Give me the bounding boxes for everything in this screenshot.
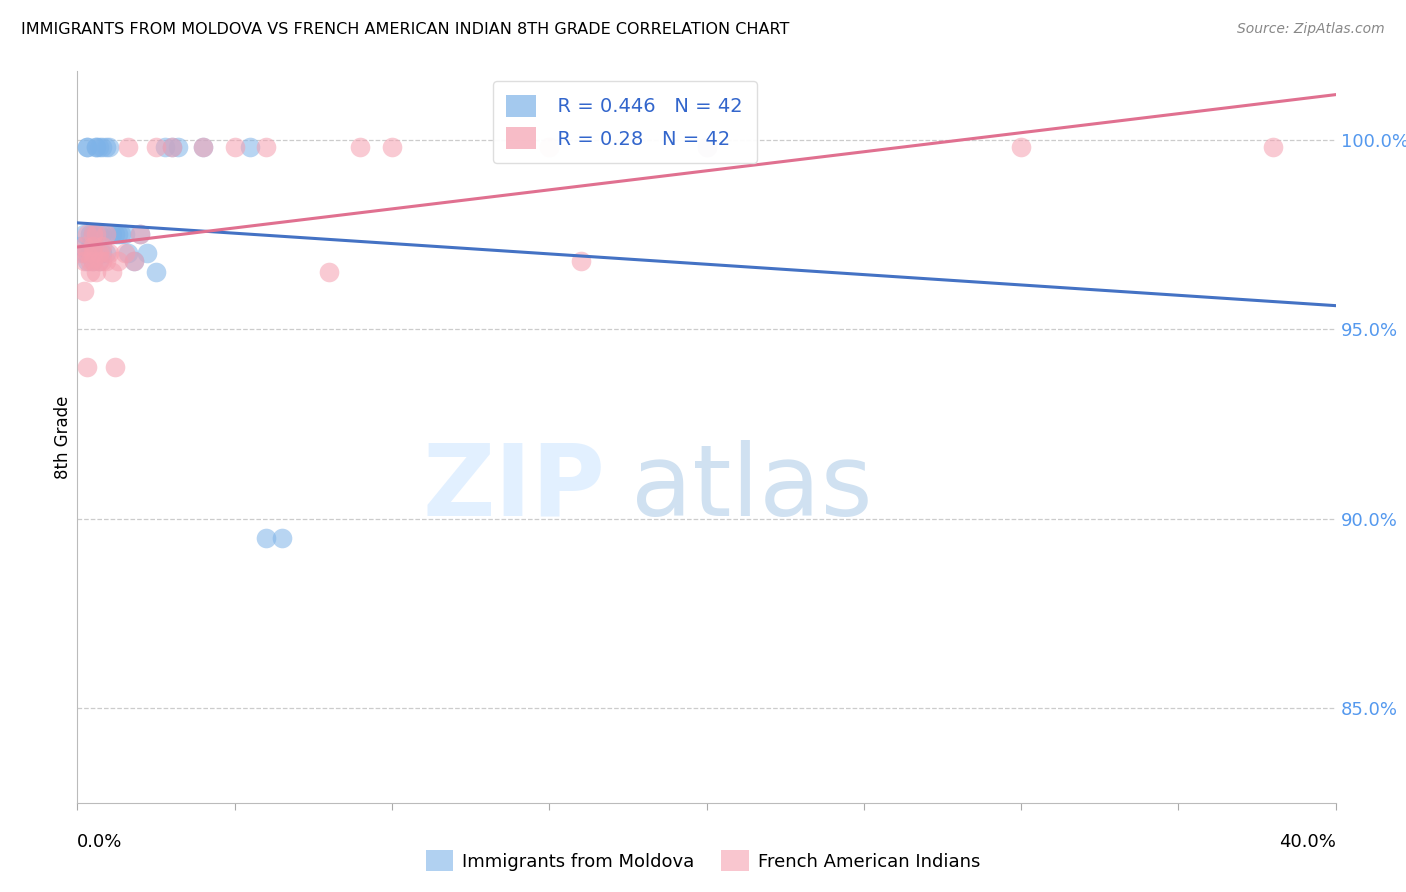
Point <box>72 238 94 252</box>
Point <box>101 227 124 242</box>
Point <box>91 246 114 260</box>
Point <box>91 140 114 154</box>
Point <box>254 531 277 545</box>
Point <box>122 253 145 268</box>
Point <box>145 265 167 279</box>
Point <box>89 246 111 260</box>
Point <box>114 246 136 260</box>
Point <box>155 140 177 154</box>
Point <box>110 227 132 242</box>
Point <box>1010 140 1032 154</box>
Point <box>79 253 101 268</box>
Point <box>135 246 157 260</box>
Point <box>82 253 104 268</box>
Text: IMMIGRANTS FROM MOLDOVA VS FRENCH AMERICAN INDIAN 8TH GRADE CORRELATION CHART: IMMIGRANTS FROM MOLDOVA VS FRENCH AMERIC… <box>21 22 789 37</box>
Point <box>76 246 98 260</box>
Point <box>76 140 98 154</box>
Point <box>89 140 111 154</box>
Point <box>82 246 104 260</box>
Point <box>270 531 292 545</box>
Point <box>76 359 98 374</box>
Point <box>82 246 104 260</box>
Point <box>129 227 152 242</box>
Point <box>318 265 340 279</box>
Point <box>84 265 107 279</box>
Point <box>97 246 120 260</box>
Y-axis label: 8th Grade: 8th Grade <box>53 395 72 479</box>
Text: 40.0%: 40.0% <box>1279 833 1336 851</box>
Point <box>107 227 129 242</box>
Point <box>191 140 215 154</box>
Point <box>167 140 190 154</box>
Point <box>349 140 371 154</box>
Point <box>97 140 120 154</box>
Point <box>101 265 124 279</box>
Point <box>145 140 167 154</box>
Point <box>82 227 104 242</box>
Point <box>69 238 91 252</box>
Point <box>160 140 183 154</box>
Point <box>696 140 718 154</box>
Point <box>91 227 114 242</box>
Point <box>696 140 718 154</box>
Point <box>114 227 136 242</box>
Point <box>79 227 101 242</box>
Point <box>76 140 98 154</box>
Point <box>117 140 139 154</box>
Point <box>82 253 104 268</box>
Point <box>72 246 94 260</box>
Point <box>104 359 127 374</box>
Point <box>84 227 107 242</box>
Point <box>89 227 111 242</box>
Point <box>76 227 98 242</box>
Point <box>76 253 98 268</box>
Point <box>84 227 107 242</box>
Point <box>160 140 183 154</box>
Text: ZIP: ZIP <box>423 440 606 537</box>
Text: atlas: atlas <box>631 440 873 537</box>
Point <box>84 140 107 154</box>
Point <box>89 253 111 268</box>
Point <box>1261 140 1284 154</box>
Point <box>191 140 215 154</box>
Point <box>117 246 139 260</box>
Point <box>239 140 262 154</box>
Point <box>79 246 101 260</box>
Point <box>569 253 592 268</box>
Point <box>224 140 246 154</box>
Point <box>79 238 101 252</box>
Point <box>79 265 101 279</box>
Point <box>254 140 277 154</box>
Point <box>122 253 145 268</box>
Point <box>94 246 117 260</box>
Point <box>94 253 117 268</box>
Point <box>129 227 152 242</box>
Point <box>72 227 94 242</box>
Point <box>89 253 111 268</box>
Point <box>94 140 117 154</box>
Point <box>381 140 404 154</box>
Point <box>69 246 91 260</box>
Point <box>107 253 129 268</box>
Point <box>104 227 127 242</box>
Legend: Immigrants from Moldova, French American Indians: Immigrants from Moldova, French American… <box>419 843 987 879</box>
Point <box>82 227 104 242</box>
Point <box>91 253 114 268</box>
Point <box>72 253 94 268</box>
Point <box>538 140 561 154</box>
Point <box>91 238 114 252</box>
Point <box>94 227 117 242</box>
Point <box>72 284 94 298</box>
Legend:   R = 0.446   N = 42,   R = 0.28   N = 42: R = 0.446 N = 42, R = 0.28 N = 42 <box>494 81 756 163</box>
Point <box>82 238 104 252</box>
Point <box>84 140 107 154</box>
Text: 0.0%: 0.0% <box>77 833 122 851</box>
Text: Source: ZipAtlas.com: Source: ZipAtlas.com <box>1237 22 1385 37</box>
